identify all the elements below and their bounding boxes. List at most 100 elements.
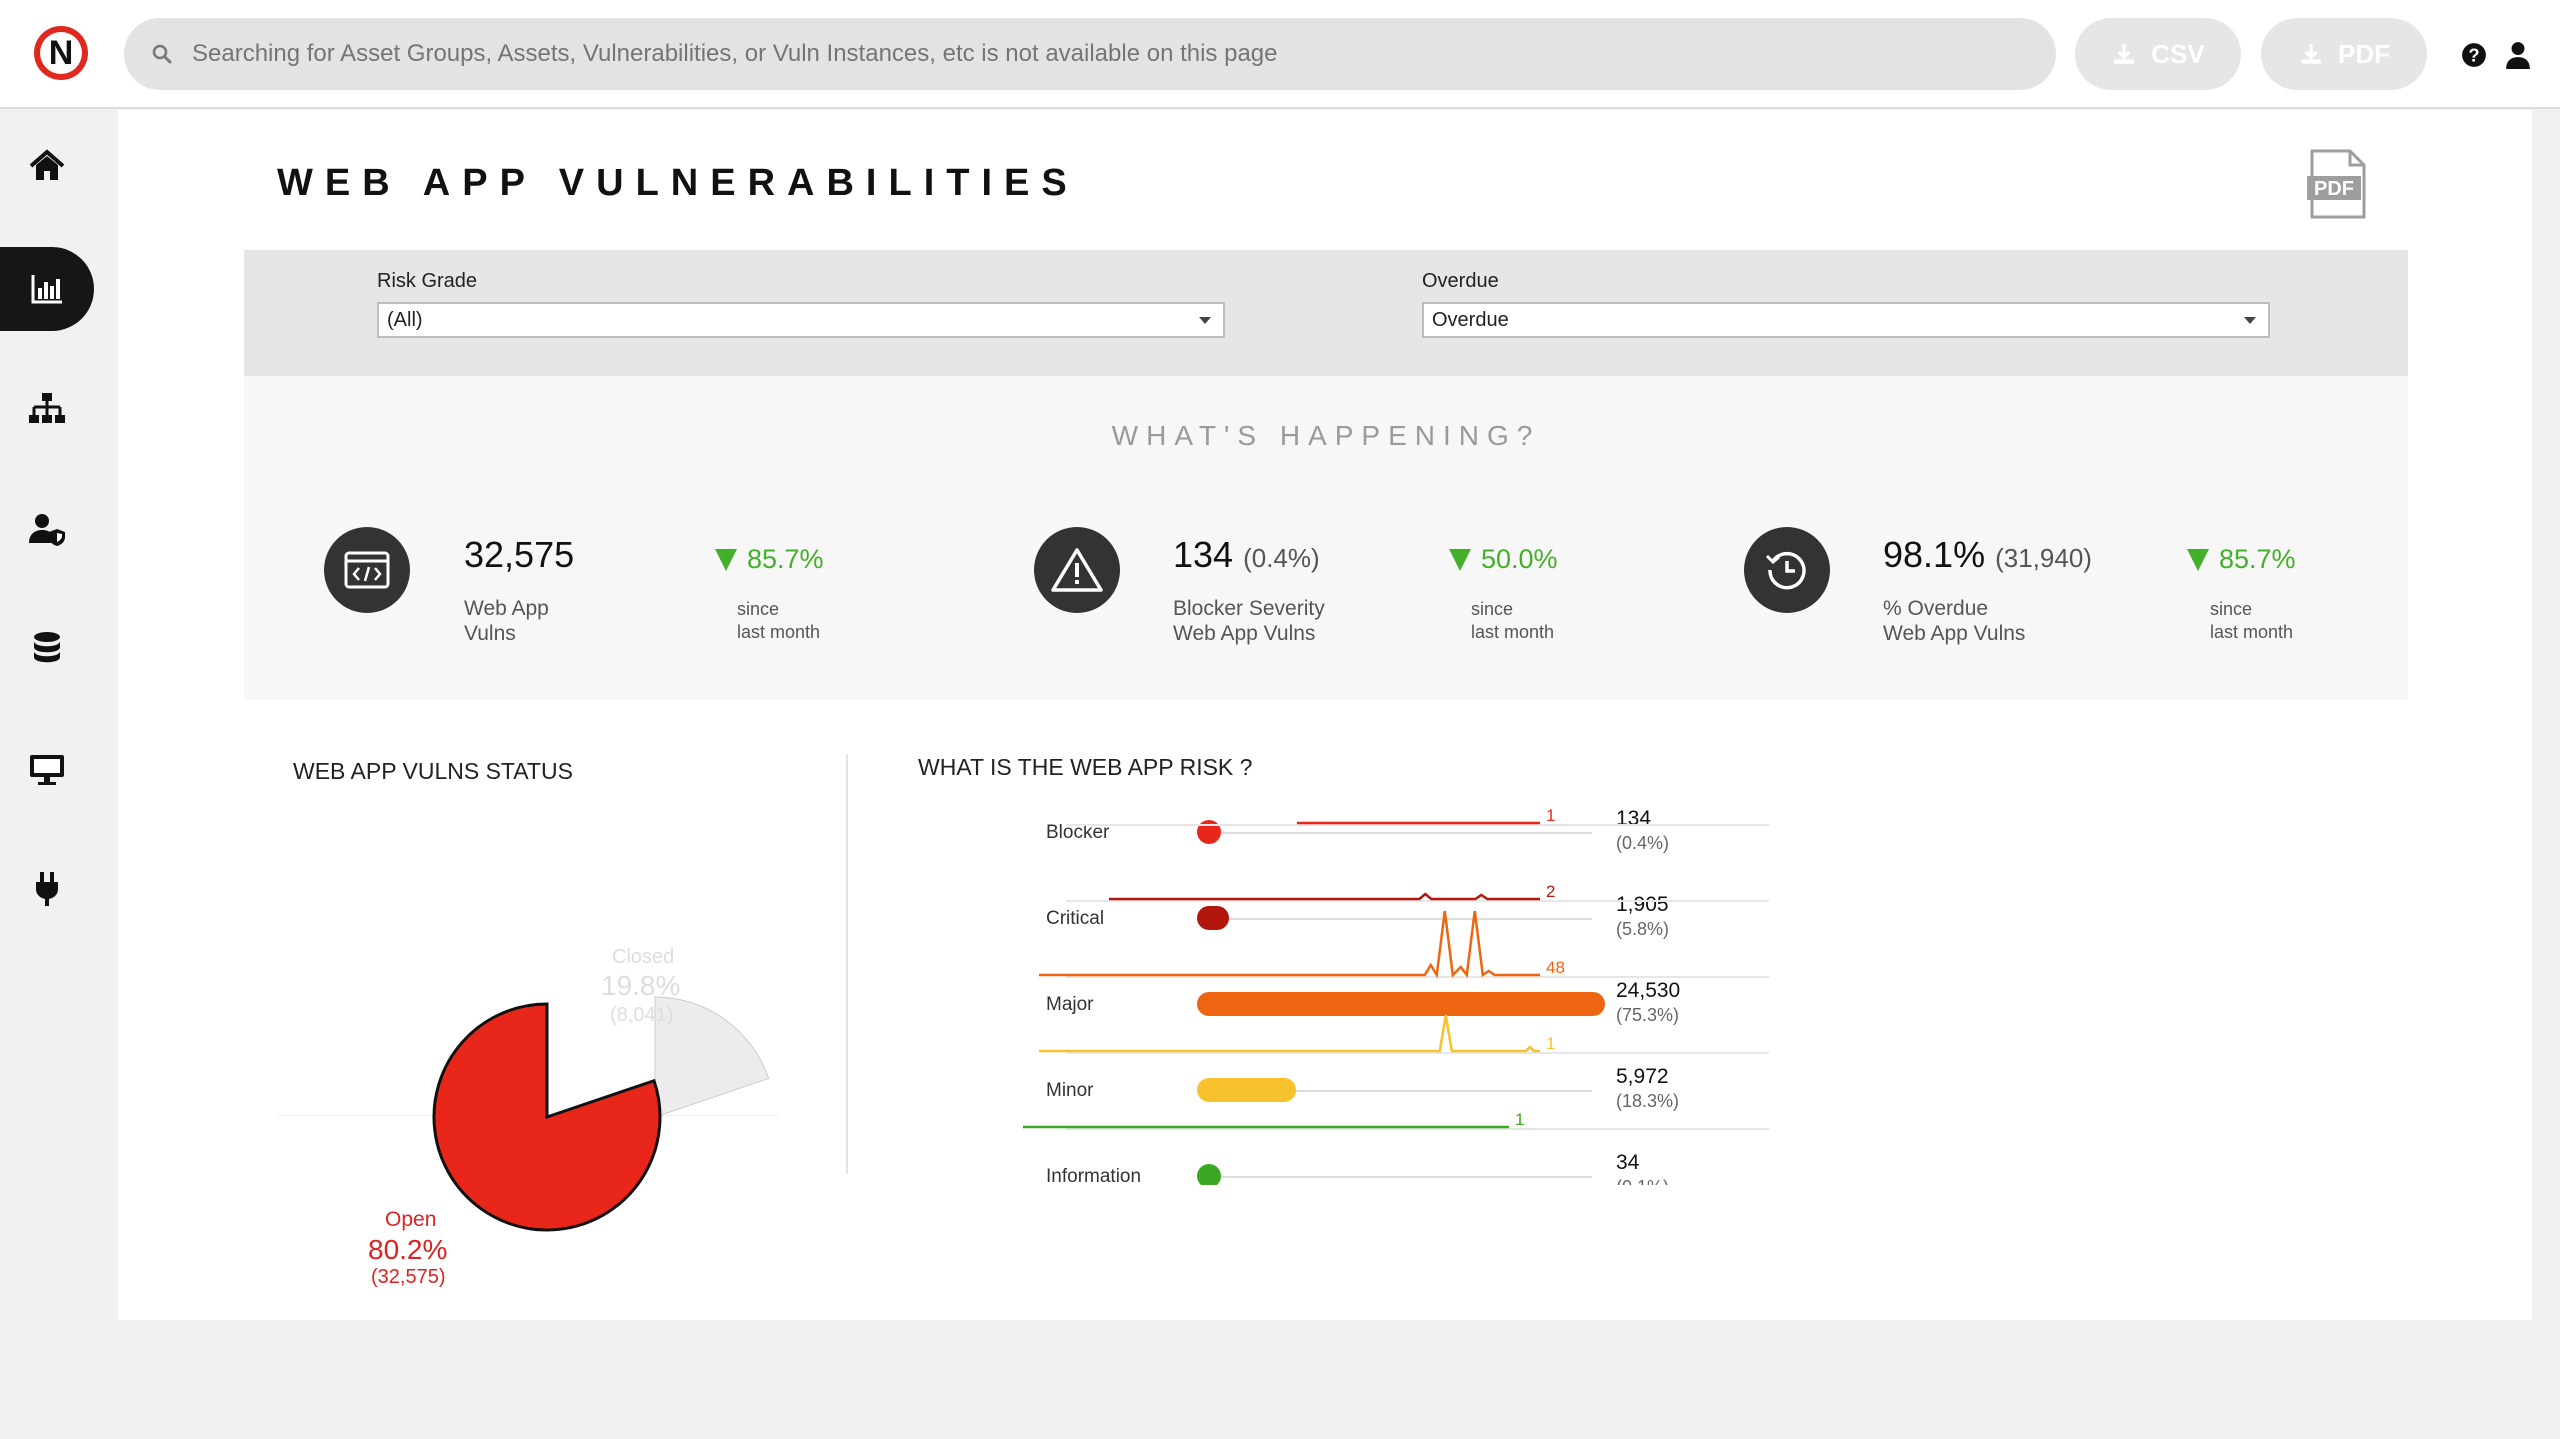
risk-name-minor: Minor <box>1046 1080 1094 1101</box>
search-input[interactable] <box>192 40 1992 68</box>
open-percent: 80.2% <box>368 1234 448 1265</box>
sparkline-end-value-minor: 1 <box>1546 1034 1555 1053</box>
status-pie-chart: Closed 19.8% (8,041) Open 80.2% (32,575) <box>278 810 838 1290</box>
download-csv-button[interactable]: CSV <box>2075 18 2241 90</box>
global-search[interactable] <box>124 18 2056 90</box>
monitor-icon <box>30 755 64 785</box>
code-window-icon <box>344 551 390 589</box>
kpi-blocker-value: 134 (0.4%) <box>1173 534 1320 575</box>
sparkline-minor <box>1039 1014 1540 1053</box>
risk-name-blocker: Blocker <box>1046 822 1110 843</box>
risk-count-major: 24,530 <box>1616 979 1681 1002</box>
pie-slice-closed[interactable] <box>654 996 770 1118</box>
risk-bar-minor[interactable] <box>1197 1078 1297 1102</box>
pdf-icon-label: PDF <box>2314 178 2354 200</box>
download-icon <box>2301 44 2321 64</box>
trend-down-icon <box>1449 548 1471 571</box>
kpi-blocker-label: Blocker Severity Web App Vulns <box>1173 597 1325 645</box>
risk-section-title: WHAT IS THE WEB APP RISK ? <box>918 754 1253 780</box>
risk-percent-major: (75.3%) <box>1616 1005 1680 1025</box>
kpi-web-app-vulns-label: Web App Vulns <box>464 597 549 645</box>
main-content: WEB APP VULNERABILITIES PDF Risk Grade (… <box>118 110 2532 1320</box>
chevron-down-icon <box>2244 317 2256 324</box>
user-shield-icon <box>29 514 65 546</box>
pdf-file-icon: PDF <box>2307 149 2366 219</box>
risk-track <box>1197 918 1592 920</box>
user-icon[interactable] <box>2505 41 2531 69</box>
svg-text:?: ? <box>2468 45 2479 66</box>
overdue-select[interactable]: Overdue <box>1422 302 2270 338</box>
risk-percent-information: (0.1%) <box>1616 1177 1669 1185</box>
overdue-value: Overdue <box>1432 308 1509 331</box>
risk-bar-major[interactable] <box>1197 992 1605 1016</box>
nav-users[interactable] <box>0 487 94 571</box>
pie-svg <box>432 996 770 1232</box>
risk-track <box>1197 1090 1592 1092</box>
chevron-down-icon <box>1199 317 1211 324</box>
kpi-web-app-vulns-value: 32,575 <box>464 534 575 575</box>
bar-chart-icon <box>31 275 62 304</box>
risk-track <box>1197 1176 1592 1178</box>
plug-icon <box>36 872 58 906</box>
download-icon <box>2114 44 2135 64</box>
risk-grade-label: Risk Grade <box>377 270 478 292</box>
risk-chart: Blocker 1 34 (0.4%) Critical 1,905 (5.8%) Major… <box>908 800 2528 1185</box>
warning-icon <box>1051 548 1103 592</box>
risk-bar-information[interactable] <box>1197 1164 1221 1185</box>
help-icon[interactable]: ? <box>2461 42 2487 68</box>
nav-assets[interactable] <box>0 727 94 811</box>
kpi-overdue-badge <box>1744 527 1830 613</box>
top-bar: N CSV PDF ? <box>0 0 2560 109</box>
sparkline-critical <box>1109 892 1540 901</box>
kpi-overdue-change: 85.7% <box>2187 544 2296 575</box>
risk-percent-blocker: (0.4%) <box>1616 833 1670 853</box>
nav-database[interactable] <box>0 607 94 691</box>
status-section-title: WEB APP VULNS STATUS <box>293 758 573 784</box>
sparkline-end-value-blocker: 1 <box>1546 806 1555 825</box>
risk-name-major: Major <box>1046 994 1094 1015</box>
trend-down-icon <box>715 548 737 571</box>
home-icon <box>29 149 65 180</box>
risk-grade-value: (All) <box>387 308 423 331</box>
nav-dashboards[interactable] <box>0 247 94 331</box>
nav-home[interactable] <box>0 124 94 208</box>
kpi-web-app-vulns-since: since last month <box>737 599 821 642</box>
logo-letter: N <box>48 33 74 72</box>
filter-bar: Risk Grade (All) Overdue Overdue <box>244 250 2408 376</box>
whats-happening-panel: WHAT'S HAPPENING? 32,575 Web App Vulns 85… <box>244 376 2408 700</box>
risk-name-critical: Critical <box>1046 908 1105 929</box>
risk-count-information: 34 <box>1616 1151 1640 1174</box>
sparkline-major <box>1039 910 1540 979</box>
download-pdf-button[interactable]: PDF <box>2261 18 2427 90</box>
kpi-overdue-label: % Overdue Web App Vulns <box>1883 597 2026 645</box>
risk-bar-critical[interactable] <box>1197 906 1229 930</box>
risk-percent-minor: (18.3%) <box>1616 1091 1680 1111</box>
open-label: Open <box>385 1208 437 1231</box>
risk-grade-select[interactable]: (All) <box>377 302 1225 338</box>
clock-history-icon <box>1765 551 1806 590</box>
pdf-label: PDF <box>2338 38 2390 69</box>
pie-slice-open[interactable] <box>432 1002 662 1232</box>
app-logo[interactable]: N <box>34 26 88 80</box>
nav-integrations[interactable] <box>0 847 94 931</box>
nav-org-hierarchy[interactable] <box>0 367 94 451</box>
database-icon <box>34 632 60 663</box>
kpi-web-app-vulns-badge <box>324 527 410 613</box>
risk-percent-critical: (5.8%) <box>1616 919 1670 939</box>
sparkline-end-value-major: 48 <box>1546 958 1565 977</box>
closed-count: (8,041) <box>610 1004 674 1026</box>
kpi-overdue-value: 98.1% (31,940) <box>1883 534 2092 575</box>
csv-label: CSV <box>2151 38 2205 69</box>
page-title: WEB APP VULNERABILITIES <box>277 162 1079 204</box>
risk-count-minor: 5,972 <box>1616 1065 1669 1088</box>
risk-track <box>1197 832 1592 834</box>
kpi-web-app-vulns-change: 85.7% <box>715 544 824 575</box>
kpi-blocker-change: 50.0% <box>1449 544 1558 575</box>
closed-percent: 19.8% <box>601 970 681 1001</box>
sitemap-icon <box>29 393 65 423</box>
export-pdf-button[interactable]: PDF <box>2306 148 2370 225</box>
risk-name-information: Information <box>1046 1166 1142 1185</box>
happening-title: WHAT'S HAPPENING? <box>1111 420 1541 451</box>
kpi-blocker-badge <box>1034 527 1120 613</box>
trend-down-icon <box>2187 548 2209 571</box>
